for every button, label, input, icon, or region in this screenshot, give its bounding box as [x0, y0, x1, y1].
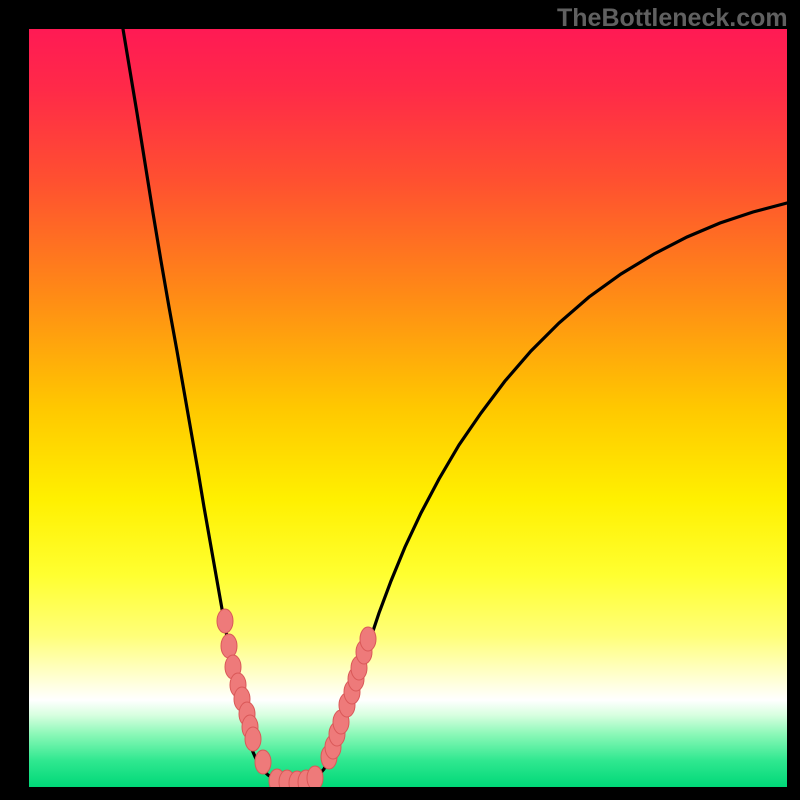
watermark-text: TheBottleneck.com — [557, 4, 788, 33]
data-dot — [307, 766, 323, 787]
data-dot — [360, 627, 376, 651]
chart-svg — [29, 29, 787, 787]
curve-left — [123, 29, 299, 783]
dots-group — [217, 609, 376, 787]
curve-right — [299, 203, 787, 783]
data-dot — [245, 727, 261, 751]
stage: TheBottleneck.com — [0, 0, 800, 800]
data-dot — [255, 750, 271, 774]
data-dot — [217, 609, 233, 633]
data-dot — [221, 634, 237, 658]
plot-area — [29, 29, 787, 787]
